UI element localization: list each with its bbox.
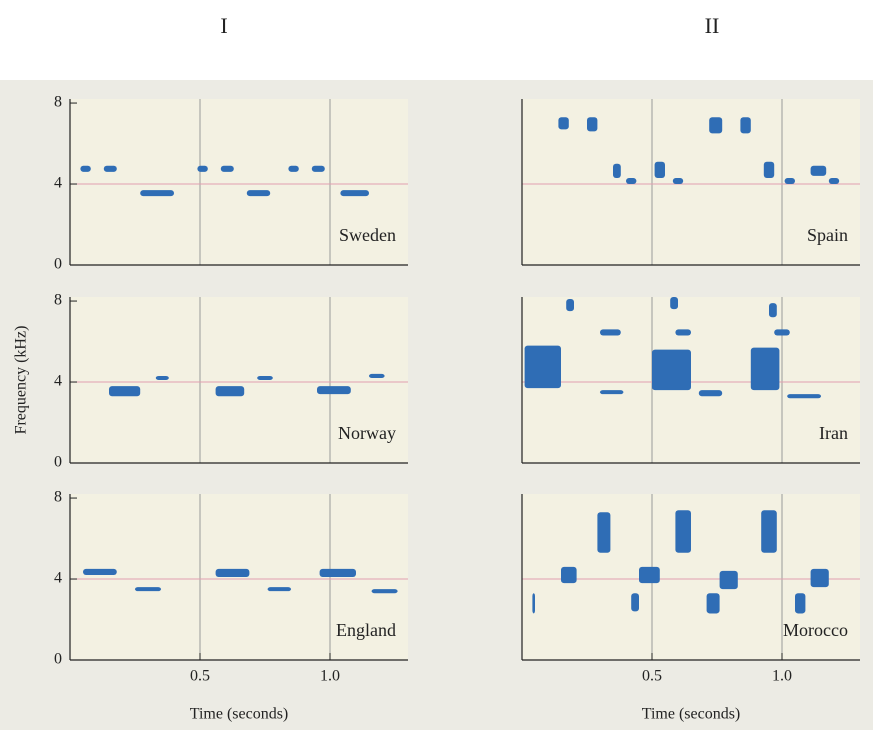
- syllable: [675, 510, 691, 553]
- syllable: [706, 593, 720, 614]
- panel-title: Morocco: [783, 620, 848, 640]
- y-tick-label: 4: [54, 175, 62, 192]
- y-tick-label: 8: [54, 292, 62, 309]
- syllable: [795, 593, 806, 614]
- panel-title: Sweden: [339, 225, 396, 245]
- syllable: [524, 345, 561, 389]
- panel-title: Spain: [807, 225, 848, 245]
- syllable: [317, 386, 351, 395]
- syllable: [787, 394, 821, 399]
- syllable: [215, 386, 245, 397]
- syllable: [135, 587, 161, 592]
- panel-background: [70, 99, 408, 265]
- syllable: [761, 510, 777, 553]
- x-tick-label: 0.5: [190, 668, 210, 685]
- syllable: [369, 373, 385, 378]
- syllable: [340, 190, 369, 197]
- x-axis-label: Time (seconds): [190, 706, 289, 723]
- y-tick-label: 4: [54, 570, 62, 587]
- syllable: [719, 570, 738, 590]
- syllable: [639, 566, 660, 584]
- syllable: [103, 165, 117, 172]
- syllable: [311, 165, 325, 172]
- x-tick-label: 0.5: [642, 668, 662, 685]
- syllable: [654, 161, 665, 178]
- x-tick-label: 1.0: [320, 668, 340, 685]
- syllable: [763, 161, 775, 178]
- syllable: [197, 165, 208, 172]
- syllable: [80, 165, 91, 172]
- syllable: [675, 329, 691, 336]
- syllable: [750, 347, 780, 391]
- syllable: [774, 329, 790, 336]
- syllable: [740, 117, 751, 134]
- y-tick-label: 4: [54, 373, 62, 390]
- y-tick-label: 0: [54, 454, 62, 471]
- syllable: [288, 165, 299, 172]
- syllable: [597, 512, 611, 553]
- syllable: [828, 177, 840, 185]
- y-tick-label: 8: [54, 489, 62, 506]
- syllable: [83, 568, 117, 575]
- syllable: [709, 117, 723, 134]
- syllable: [810, 165, 827, 176]
- y-tick-label: 8: [54, 94, 62, 111]
- panel-title: Norway: [338, 423, 396, 443]
- column-label: II: [705, 13, 720, 38]
- syllable: [246, 190, 271, 197]
- y-tick-label: 0: [54, 651, 62, 668]
- panel-title: England: [336, 620, 396, 640]
- syllable: [319, 568, 356, 577]
- syllable: [561, 566, 577, 584]
- y-axis-label: Frequency (kHz): [13, 326, 30, 435]
- syllable: [626, 177, 637, 185]
- syllable: [257, 375, 273, 380]
- syllable: [698, 390, 723, 397]
- syllable: [267, 587, 291, 592]
- syllable: [600, 390, 624, 395]
- syllable: [613, 163, 621, 178]
- syllable: [670, 297, 678, 310]
- syllable: [810, 568, 829, 588]
- syllable: [220, 165, 234, 172]
- syllable: [109, 386, 141, 397]
- syllable: [215, 568, 250, 577]
- syllable: [566, 299, 574, 312]
- syllable: [371, 589, 398, 594]
- y-tick-label: 0: [54, 256, 62, 273]
- syllable: [631, 593, 639, 612]
- syllable: [769, 303, 777, 318]
- panel-title: Iran: [819, 423, 848, 443]
- syllable: [140, 190, 174, 197]
- syllable: [600, 329, 621, 336]
- syllable: [784, 177, 795, 185]
- column-label: I: [220, 13, 227, 38]
- syllable: [558, 117, 569, 130]
- syllable: [532, 593, 535, 614]
- syllable: [587, 117, 598, 132]
- syllable: [155, 375, 169, 380]
- syllable: [672, 177, 684, 185]
- x-axis-label: Time (seconds): [642, 706, 741, 723]
- syllable: [652, 349, 691, 391]
- x-tick-label: 1.0: [772, 668, 792, 685]
- panel-background: [522, 99, 860, 265]
- panel-background: [70, 297, 408, 463]
